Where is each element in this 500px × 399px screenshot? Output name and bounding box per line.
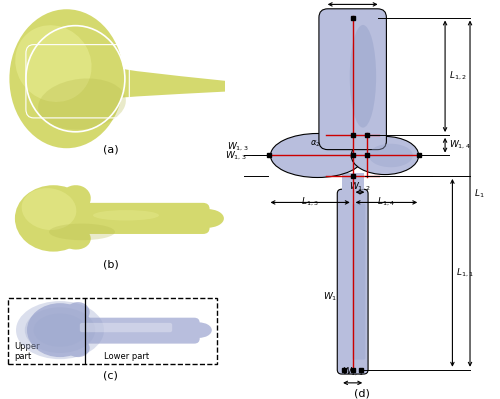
Polygon shape — [76, 63, 230, 99]
Text: (d): (d) — [354, 389, 370, 399]
Ellipse shape — [66, 338, 90, 357]
Ellipse shape — [93, 210, 159, 221]
Ellipse shape — [351, 136, 418, 175]
Ellipse shape — [16, 301, 104, 359]
Ellipse shape — [10, 9, 124, 148]
Text: $\alpha_1$: $\alpha_1$ — [342, 114, 352, 125]
Ellipse shape — [186, 322, 212, 338]
Ellipse shape — [27, 303, 93, 357]
Ellipse shape — [22, 188, 76, 230]
Ellipse shape — [191, 209, 224, 228]
Text: $L_{1,2}$: $L_{1,2}$ — [448, 70, 466, 83]
FancyBboxPatch shape — [61, 318, 200, 344]
FancyBboxPatch shape — [54, 203, 210, 234]
Text: (c): (c) — [103, 371, 118, 381]
FancyBboxPatch shape — [80, 323, 172, 332]
Text: $L_{1,1}$: $L_{1,1}$ — [456, 267, 473, 279]
Ellipse shape — [38, 79, 126, 130]
Ellipse shape — [270, 134, 364, 178]
Text: $W_{1,1}$: $W_{1,1}$ — [342, 365, 363, 377]
Ellipse shape — [66, 302, 90, 323]
Ellipse shape — [350, 25, 376, 128]
Text: $W_{1,3}$: $W_{1,3}$ — [227, 140, 248, 152]
Text: (b): (b) — [102, 259, 118, 269]
Ellipse shape — [15, 25, 92, 102]
Ellipse shape — [25, 307, 95, 353]
Text: $W_{1,3}$: $W_{1,3}$ — [226, 149, 247, 162]
Ellipse shape — [369, 144, 413, 167]
Text: $W_{1,2}$: $W_{1,2}$ — [349, 180, 371, 193]
FancyBboxPatch shape — [338, 189, 368, 374]
Text: $L_1$: $L_1$ — [474, 188, 484, 200]
Text: $W_{1,4}$: $W_{1,4}$ — [448, 139, 470, 151]
Ellipse shape — [15, 185, 92, 252]
Text: Lower part: Lower part — [104, 352, 149, 361]
Ellipse shape — [60, 227, 91, 249]
FancyBboxPatch shape — [319, 9, 386, 150]
Text: $\alpha_3$: $\alpha_3$ — [374, 140, 386, 150]
FancyBboxPatch shape — [352, 203, 366, 359]
Text: $L_{1,4}$: $L_{1,4}$ — [378, 196, 396, 208]
Text: $L_{1,3}$: $L_{1,3}$ — [302, 196, 319, 208]
FancyBboxPatch shape — [342, 173, 363, 194]
Ellipse shape — [60, 185, 91, 212]
Text: (a): (a) — [103, 144, 118, 154]
Ellipse shape — [34, 314, 86, 347]
Text: Upper
part: Upper part — [14, 342, 40, 361]
Text: $W_1$: $W_1$ — [323, 290, 338, 302]
Ellipse shape — [49, 223, 115, 240]
Text: $\alpha_2$: $\alpha_2$ — [310, 138, 320, 149]
